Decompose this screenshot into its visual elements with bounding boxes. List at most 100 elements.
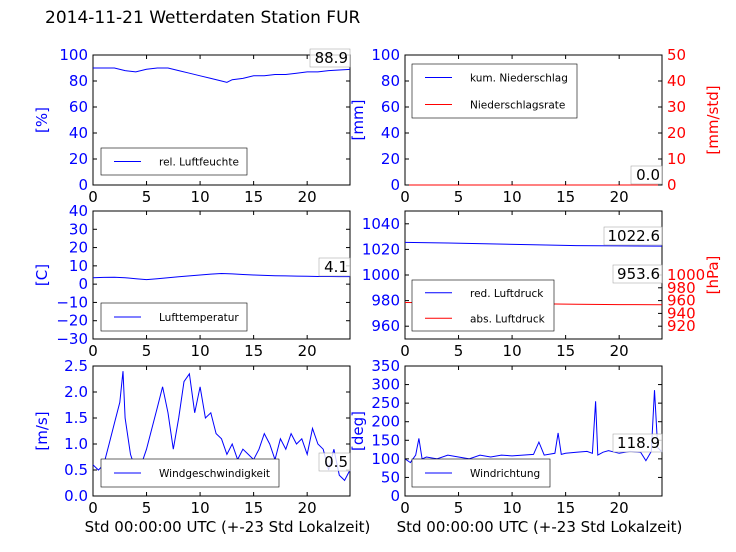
legend-label: kum. Niederschlag — [470, 73, 568, 85]
y-right-tick-label: 50 — [667, 46, 686, 64]
x-tick-label: 20 — [298, 188, 317, 206]
x-tick-label: 15 — [244, 342, 263, 360]
chart-panel-4: 0 5 10 15 2096098010001020104092094096098010… — [362, 210, 722, 360]
y-right-tick-label: 0 — [667, 176, 677, 194]
x-tick-label: 15 — [556, 342, 575, 360]
value-label: 118.9 — [617, 434, 660, 452]
value-label-box — [603, 226, 663, 246]
chart-panel-5: 0 5 10 15 20 0.0 0.5 1.0 1.5 2.0 2.5 [m/s] Std 00:00… — [33, 357, 370, 536]
y-axis-label: [deg] — [349, 411, 367, 451]
value-label: 1022.6 — [608, 227, 661, 245]
y-tick-label: 60 — [69, 98, 88, 116]
y-tick-label: 0 — [78, 176, 88, 194]
x-tick-label: 0 — [88, 342, 98, 360]
y-tick-label: −20 — [56, 312, 88, 330]
x-tick-label: 10 — [503, 188, 522, 206]
chart-panel-1: 0 5 10 15 20 0 20 40 60 80 100 [%] 88.9 rel. Luftfeuc… — [33, 46, 351, 206]
legend-label: Windrichtung — [470, 468, 540, 480]
legend-label: rel. Luftfeuchte — [159, 157, 239, 169]
x-tick-label: 20 — [298, 499, 317, 517]
y-tick-label: 100 — [371, 450, 400, 468]
x-tick-label: 10 — [191, 188, 210, 206]
legend-box — [411, 63, 578, 119]
y-tick-label: 100 — [59, 46, 88, 64]
y-tick-label: −10 — [56, 293, 88, 311]
figure-title: 2014-11-21 Wetterdaten Station FUR — [45, 8, 361, 28]
value-label-box — [630, 165, 663, 185]
x-tick-label: 20 — [610, 188, 629, 206]
x-tick-label: 5 — [454, 499, 464, 517]
y-tick-label: 0 — [390, 487, 400, 505]
series-line-1 — [93, 67, 351, 83]
value-label: 0.0 — [636, 166, 660, 184]
value-label: 953.6 — [617, 265, 660, 283]
x-tick-label: 5 — [454, 342, 464, 360]
x-tick-label: 15 — [244, 499, 263, 517]
y-tick-label: 300 — [371, 376, 400, 394]
x-tick-label: 10 — [191, 342, 210, 360]
legend-label: Windgeschwindigkeit — [159, 468, 270, 480]
legend-label: red. Luftdruck — [470, 288, 544, 300]
y-right-tick-label: 920 — [667, 317, 696, 335]
y-tick-label: 60 — [381, 98, 400, 116]
x-tick-label: 20 — [298, 342, 317, 360]
x-tick-label: 20 — [610, 499, 629, 517]
y-tick-label: 40 — [381, 124, 400, 142]
value-label-box — [318, 257, 351, 277]
y-axis-label: [C] — [33, 264, 51, 286]
y-right-tick-label: 30 — [667, 98, 686, 116]
y-tick-label: 50 — [381, 468, 400, 486]
y-right-tick-label: 40 — [667, 72, 686, 90]
y-tick-label: 10 — [69, 257, 88, 275]
y-right-axis-label: [mm/std] — [704, 85, 722, 154]
y-right-axis-label: [hPa] — [704, 256, 722, 295]
y-tick-label: 150 — [371, 431, 400, 449]
x-tick-label: 15 — [556, 188, 575, 206]
y-tick-label: 0 — [78, 275, 88, 293]
x-tick-label: 10 — [191, 499, 210, 517]
y-tick-label: 20 — [381, 150, 400, 168]
y-right-tick-label: 1000 — [667, 266, 705, 284]
y-tick-label: 960 — [371, 317, 400, 335]
x-tick-label: 15 — [556, 499, 575, 517]
y-tick-label: 40 — [69, 124, 88, 142]
series-line-1 — [92, 272, 350, 281]
x-axis-label: Std 00:00:00 UTC (+-23 Std Lokalzeit) — [397, 518, 683, 536]
y-tick-label: 980 — [371, 292, 400, 310]
y-right-tick-label: 10 — [667, 150, 686, 168]
y-tick-label: 40 — [69, 202, 88, 220]
y-axis-label: [%] — [33, 107, 51, 133]
x-tick-label: 5 — [142, 342, 152, 360]
y-tick-label: 20 — [69, 150, 88, 168]
x-tick-label: 0 — [88, 188, 98, 206]
x-tick-label: 5 — [142, 499, 152, 517]
series-line-1 — [92, 371, 351, 482]
y-tick-label: 0 — [390, 176, 400, 194]
value-label-box — [612, 264, 663, 284]
y-tick-label: 350 — [371, 357, 400, 375]
y-right-tick-label: 940 — [667, 304, 696, 322]
x-tick-label: 0 — [88, 499, 98, 517]
x-tick-label: 10 — [503, 342, 522, 360]
y-tick-label: 200 — [371, 413, 400, 431]
x-tick-label: 0 — [400, 188, 410, 206]
value-label: 4.1 — [324, 258, 348, 276]
x-tick-label: 20 — [610, 342, 629, 360]
x-tick-label: 5 — [142, 188, 152, 206]
y-tick-label: 1020 — [362, 240, 400, 258]
value-label-box — [612, 433, 663, 453]
y-tick-label: 80 — [69, 72, 88, 90]
y-right-tick-label: 20 — [667, 124, 686, 142]
x-tick-label: 0 — [400, 342, 410, 360]
y-tick-label: 0.5 — [64, 461, 88, 479]
y-tick-label: 20 — [69, 239, 88, 257]
y-tick-label: 30 — [69, 220, 88, 238]
y-tick-label: 1.0 — [64, 435, 88, 453]
legend-label: Lufttemperatur — [159, 312, 239, 324]
legend-label: abs. Luftdruck — [470, 313, 546, 325]
y-right-tick-label: 980 — [667, 279, 696, 297]
x-tick-label: 0 — [400, 499, 410, 517]
